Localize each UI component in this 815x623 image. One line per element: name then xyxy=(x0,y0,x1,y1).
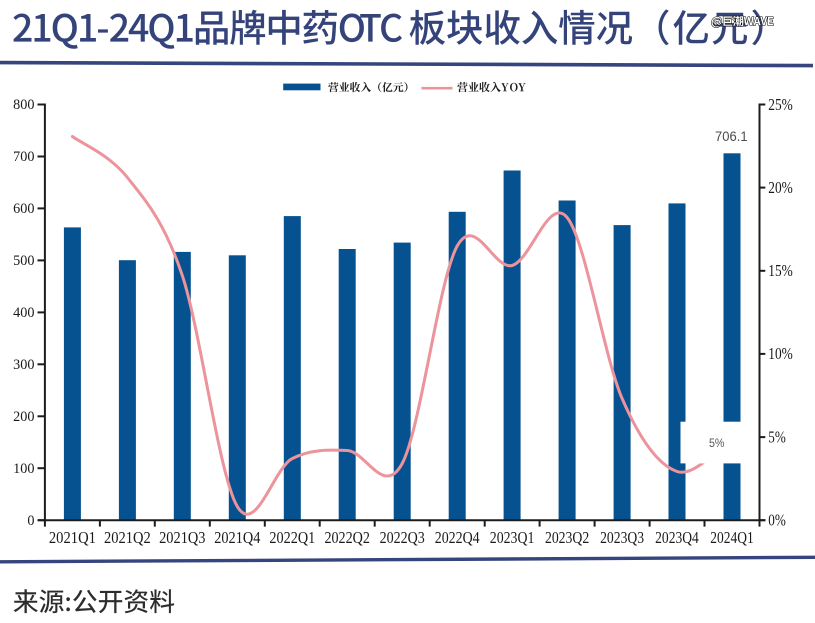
svg-text:0%: 0% xyxy=(768,511,786,530)
svg-text:2021Q3: 2021Q3 xyxy=(159,528,205,547)
svg-text:100: 100 xyxy=(13,461,34,477)
svg-text:800: 800 xyxy=(13,97,34,113)
svg-text:2022Q1: 2022Q1 xyxy=(269,528,315,547)
svg-text:600: 600 xyxy=(13,201,34,217)
svg-text:2022Q4: 2022Q4 xyxy=(435,528,480,547)
svg-text:200: 200 xyxy=(13,409,34,425)
svg-text:2023Q2: 2023Q2 xyxy=(545,528,589,547)
svg-text:2022Q3: 2022Q3 xyxy=(380,528,425,547)
svg-text:10%: 10% xyxy=(768,344,793,363)
svg-text:706.1: 706.1 xyxy=(715,128,748,144)
svg-text:2022Q2: 2022Q2 xyxy=(324,528,370,547)
svg-text:2021Q2: 2021Q2 xyxy=(104,528,151,547)
svg-text:2023Q3: 2023Q3 xyxy=(600,528,644,547)
svg-text:2023Q1: 2023Q1 xyxy=(490,528,535,547)
svg-text:5%: 5% xyxy=(768,427,786,446)
svg-text:500: 500 xyxy=(13,253,34,269)
svg-text:700: 700 xyxy=(13,149,34,165)
svg-text:2021Q1: 2021Q1 xyxy=(49,528,96,547)
svg-text:300: 300 xyxy=(13,357,34,373)
svg-text:2021Q4: 2021Q4 xyxy=(214,528,261,547)
svg-text:5%: 5% xyxy=(709,438,724,450)
svg-text:15%: 15% xyxy=(768,261,793,280)
svg-text:400: 400 xyxy=(13,305,34,321)
svg-text:2024Q1: 2024Q1 xyxy=(710,528,753,547)
svg-text:20%: 20% xyxy=(768,178,793,197)
svg-text:0: 0 xyxy=(27,513,34,529)
svg-text:25%: 25% xyxy=(768,95,793,114)
svg-text:2023Q4: 2023Q4 xyxy=(655,528,699,547)
